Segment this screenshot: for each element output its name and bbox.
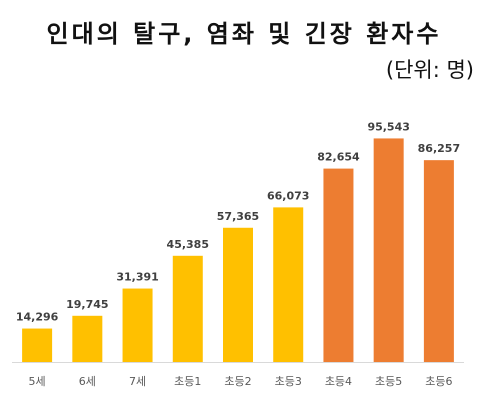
category-label: 7세 (129, 375, 146, 388)
chart-title: 인대의 탈구, 염좌 및 긴장 환자수 (46, 20, 442, 48)
category-label: 5세 (29, 375, 46, 388)
value-label: 57,365 (217, 210, 259, 223)
category-label: 초등6 (425, 375, 452, 388)
value-label: 86,257 (418, 142, 460, 155)
bar-초등6 (423, 160, 454, 362)
value-label: 45,385 (167, 238, 209, 251)
bar-초등1 (172, 255, 203, 362)
category-label: 6세 (79, 375, 96, 388)
value-label: 66,073 (267, 189, 309, 202)
category-label: 초등1 (174, 375, 201, 388)
bar-7세 (122, 288, 153, 362)
value-label: 82,654 (317, 151, 360, 164)
bar-초등4 (323, 168, 354, 362)
bar-6세 (72, 315, 103, 362)
unit-label: (단위: 명) (385, 58, 474, 82)
value-label: 14,296 (16, 311, 59, 324)
bar-5세 (22, 328, 53, 362)
category-label: 초등4 (325, 375, 352, 388)
value-label: 31,391 (116, 271, 158, 284)
value-label: 19,745 (66, 298, 108, 311)
category-label: 초등3 (275, 375, 302, 388)
bar-초등3 (273, 207, 304, 362)
bar-초등2 (223, 227, 253, 362)
category-label: 초등5 (375, 375, 402, 388)
bar-초등5 (373, 138, 404, 362)
value-label: 95,543 (367, 120, 409, 133)
category-label: 초등2 (224, 375, 251, 388)
